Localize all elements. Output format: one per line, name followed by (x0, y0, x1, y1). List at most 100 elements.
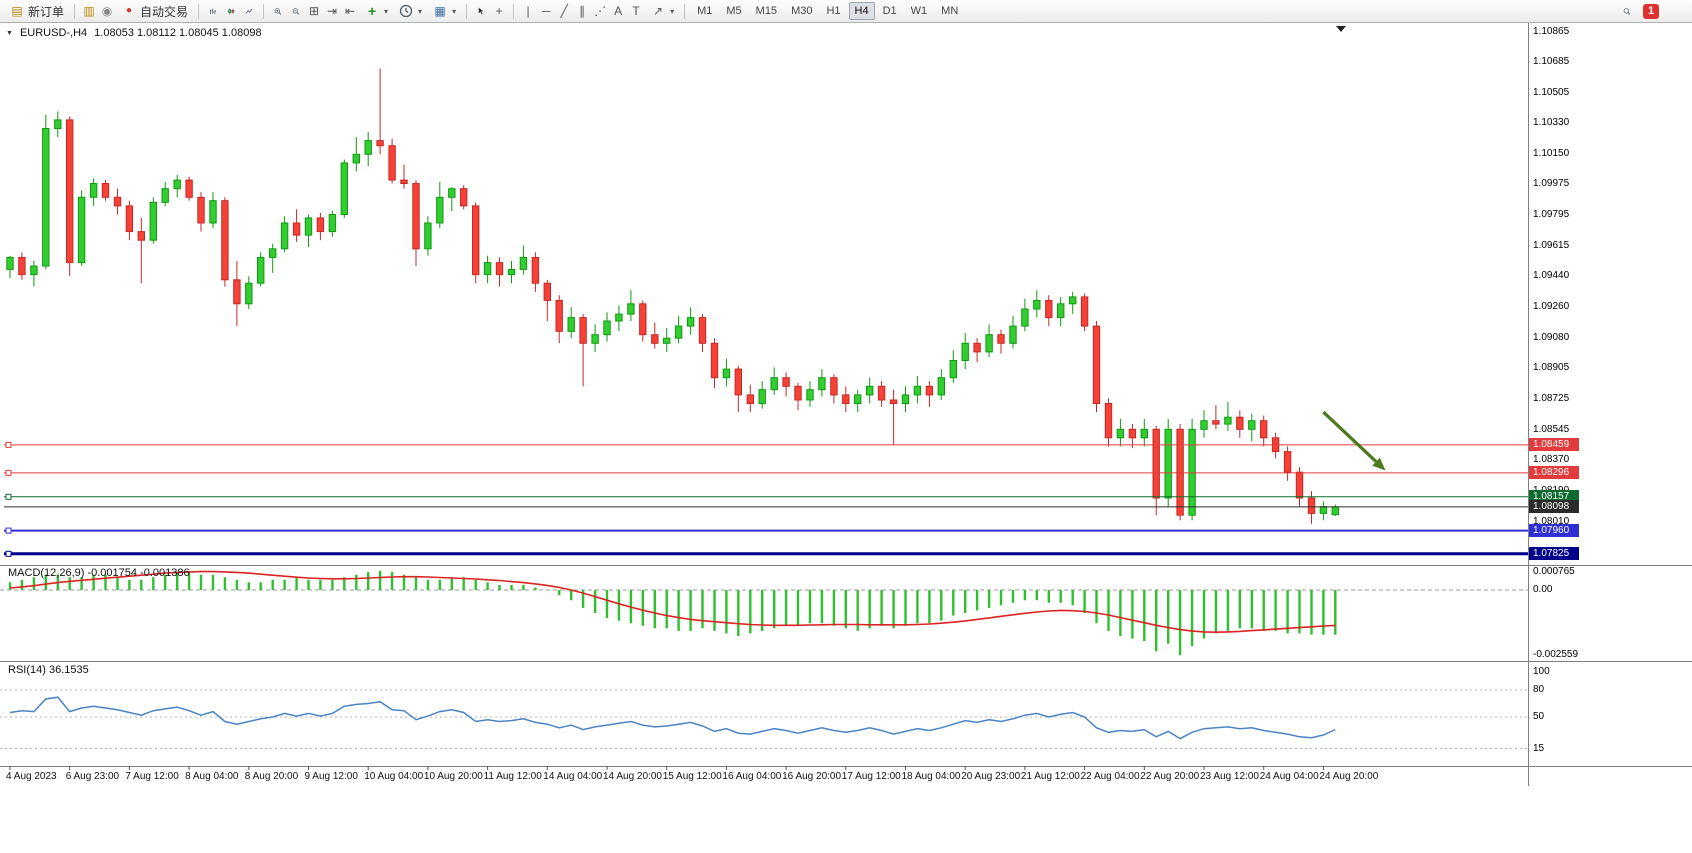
time-axis-label: 23 Aug 12:00 (1200, 771, 1259, 782)
indicators-icon: + (367, 3, 377, 19)
price-axis-label: 1.10505 (1533, 87, 1570, 99)
time-axis-label: 4 Aug 2023 (6, 771, 57, 782)
toolbar-separator (74, 3, 76, 19)
collapse-triangle-icon[interactable]: ▼ (6, 29, 13, 37)
timeframe-m15[interactable]: M15 (755, 5, 778, 17)
chevron-down-icon: ▾ (384, 6, 389, 16)
time-axis-label: 15 Aug 12:00 (662, 771, 722, 782)
trendline-tool-icon[interactable]: ╱ (560, 4, 568, 18)
time-axis-label: 20 Aug 23:00 (961, 771, 1021, 782)
chart-shift-icon[interactable]: ⇤ (345, 4, 356, 18)
templates-button[interactable]: ▦ ▾ (428, 2, 460, 21)
timeframe-m1[interactable]: M1 (697, 5, 713, 17)
timeframe-h4[interactable]: H4 (848, 2, 875, 20)
text-tool-icon[interactable]: A (614, 4, 623, 18)
toolbar-separator (263, 3, 265, 19)
timeframe-w1[interactable]: W1 (910, 5, 928, 17)
time-axis-label: 8 Aug 20:00 (244, 771, 299, 782)
fibonacci-tool-icon[interactable]: ⋰ (594, 4, 607, 18)
time-axis-label: 18 Aug 04:00 (901, 771, 961, 782)
timeframe-mn[interactable]: MN (941, 5, 959, 17)
auto-trading-button[interactable]: ● 自动交易 (117, 2, 192, 21)
time-axis-label: 24 Aug 04:00 (1259, 771, 1319, 782)
search-icon[interactable] (1619, 3, 1635, 19)
macd-axis-label: -0.002559 (1533, 649, 1579, 661)
auto-scroll-icon[interactable]: ⇥ (327, 4, 338, 18)
new-order-button[interactable]: ▤ 新订单 (5, 2, 68, 21)
line-chart-icon[interactable] (241, 3, 257, 19)
price-axis-label: 1.10150 (1533, 148, 1570, 160)
horizontal-line-tool-icon[interactable]: ─ (541, 4, 551, 18)
arrows-tool-button[interactable]: ↗ ▾ (646, 2, 678, 21)
timeframe-d1[interactable]: D1 (882, 5, 897, 17)
market-watch-icon[interactable]: ▥ (83, 4, 95, 18)
price-axis-label: 1.09615 (1533, 240, 1570, 252)
cursor-icon[interactable] (473, 3, 489, 19)
price-line-badge: 1.08296 (1529, 465, 1579, 479)
price-axis-label: 1.10865 (1533, 25, 1570, 37)
timeframe-group: M1 M5 M15 M30 H1 H4 D1 W1 MN (691, 2, 964, 20)
time-axis-label: 21 Aug 12:00 (1020, 771, 1080, 782)
timeframe-m5[interactable]: M5 (726, 5, 742, 17)
periods-button[interactable]: ▾ (394, 2, 426, 21)
price-axis-label: 1.10330 (1533, 117, 1570, 129)
zoom-in-icon[interactable] (270, 3, 286, 19)
time-axis-label: 9 Aug 12:00 (304, 771, 358, 782)
price-line-badge: 1.07960 (1529, 523, 1579, 537)
price-axis-label: 1.10685 (1533, 56, 1570, 68)
price-axis-label: 1.08010 (1533, 516, 1570, 527)
time-axis-label: 10 Aug 04:00 (364, 771, 424, 782)
macd-axis-label: 0.00 (1533, 584, 1553, 595)
auto-trading-label: 自动交易 (140, 4, 189, 19)
auto-trading-icon: ● (125, 5, 133, 16)
rsi-axis-label: 80 (1533, 684, 1545, 695)
price-line-badge: 1.07825 (1529, 546, 1579, 560)
vertical-line-tool-icon[interactable]: | (526, 4, 530, 18)
toolbar-separator (684, 3, 686, 19)
templates-icon: ▦ (434, 4, 446, 18)
current-price-badge: 1.08098 (1529, 499, 1579, 513)
rsi-axis-label: 50 (1533, 711, 1545, 722)
symbol-label: EURUSD-,H4 (19, 27, 88, 39)
rsi-axis-label: 100 (1533, 666, 1550, 677)
timeframe-m30[interactable]: M30 (791, 5, 813, 17)
chevron-down-icon: ▾ (670, 6, 675, 16)
zoom-out-icon[interactable] (288, 3, 304, 19)
indicators-button[interactable]: + ▾ (360, 2, 392, 21)
rsi-indicator-label: RSI(14) 36.1535 (8, 664, 89, 676)
macd-axis-label: 0.000765 (1533, 566, 1575, 577)
crosshair-icon[interactable]: + (495, 4, 503, 18)
text-label-tool-icon[interactable]: T (632, 4, 640, 18)
new-order-label: 新订单 (28, 4, 65, 19)
price-axis-label: 1.09080 (1533, 332, 1570, 344)
bar-chart-icon[interactable] (205, 3, 221, 19)
time-axis-label: 16 Aug 20:00 (782, 771, 842, 782)
price-axis-label: 1.08370 (1533, 454, 1570, 466)
tile-windows-icon[interactable]: ⊞ (309, 4, 320, 18)
timeframe-h1[interactable]: H1 (826, 5, 841, 17)
time-axis-label: 24 Aug 20:00 (1319, 771, 1379, 782)
price-axis-label: 1.09260 (1533, 301, 1570, 313)
ohlc-values: 1.08053 1.08112 1.08045 1.08098 (94, 27, 262, 39)
navigator-icon[interactable]: ◉ (101, 4, 113, 18)
notification-badge[interactable]: 1 (1643, 3, 1659, 19)
channel-tool-icon[interactable]: ∥ (579, 4, 586, 18)
chevron-down-icon: ▾ (418, 6, 423, 16)
time-axis-label: 11 Aug 12:00 (483, 771, 542, 782)
time-axis-label: 6 Aug 23:00 (65, 771, 120, 782)
clock-icon (398, 3, 414, 19)
time-axis-label: 14 Aug 04:00 (543, 771, 603, 782)
price-axis-label: 1.08725 (1533, 393, 1570, 405)
price-axis-label: 1.09975 (1533, 178, 1570, 190)
time-axis-label: 10 Aug 20:00 (423, 771, 483, 782)
new-order-icon: ▤ (11, 4, 23, 18)
arrow-annotation (1372, 457, 1386, 471)
toolbar-separator (513, 3, 515, 19)
price-axis-label: 1.09440 (1533, 270, 1570, 282)
chart-header: ▼ EURUSD-,H4 1.08053 1.08112 1.08045 1.0… (6, 27, 262, 39)
price-axis-label: 1.08905 (1533, 362, 1570, 374)
toolbar: ▤ 新订单 ▥ ◉ ● 自动交易 ⊞ ⇥ ⇤ + ▾ ▾ ▦ ▾ (0, 0, 1692, 23)
candlestick-chart-icon[interactable] (223, 3, 239, 19)
time-axis-label: 8 Aug 04:00 (185, 771, 239, 782)
